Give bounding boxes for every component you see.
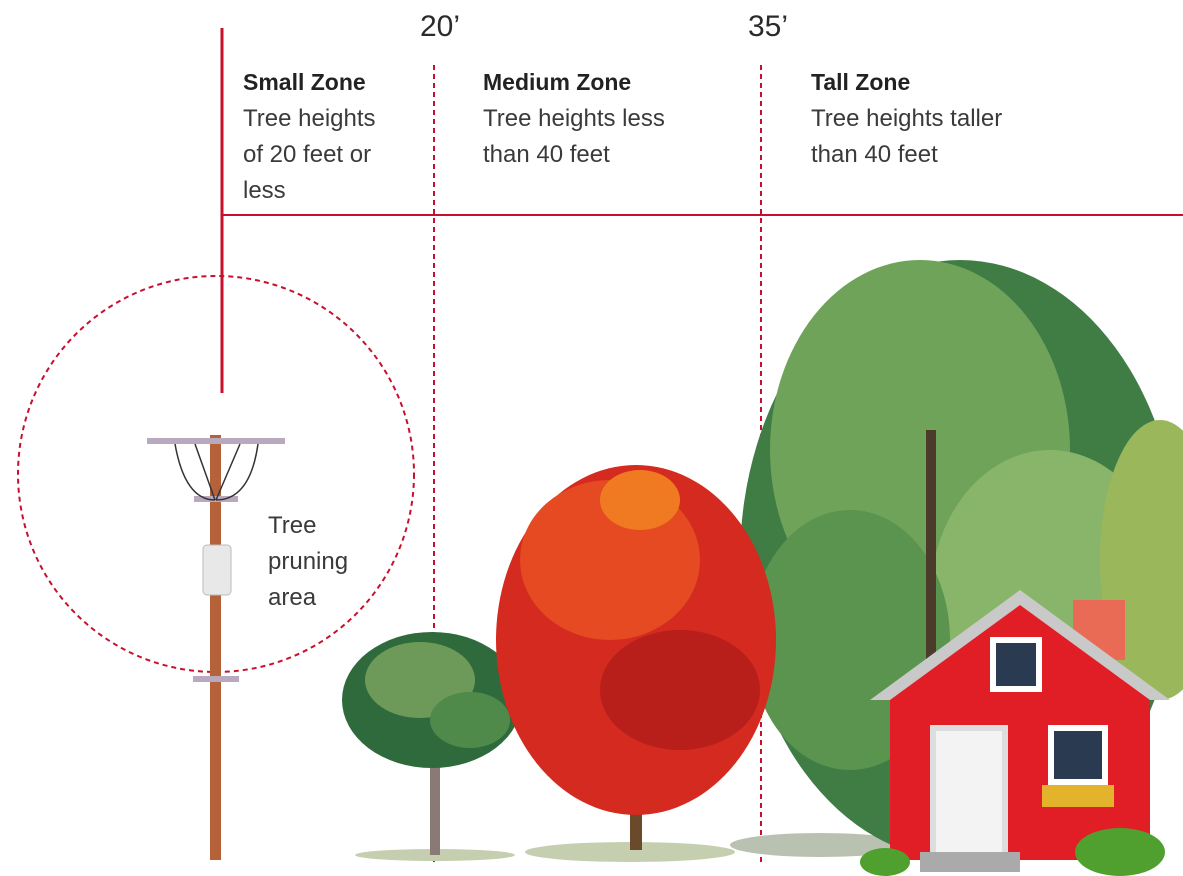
zone-description: than 40 feet — [811, 141, 938, 168]
zone-title: Medium Zone — [483, 69, 631, 95]
utility-pole — [147, 435, 285, 860]
zone-title: Small Zone — [243, 69, 366, 95]
zone-description: than 40 feet — [483, 141, 610, 168]
zone-description: of 20 feet or — [243, 141, 371, 168]
pruning-label: area — [268, 584, 317, 611]
medium-tree — [496, 465, 776, 850]
pruning-label: Tree — [268, 512, 316, 539]
diagram: 20’ 35’ Small Zone Tree heights of 20 feet o… — [0, 0, 1183, 876]
pruning-label: pruning — [268, 548, 348, 575]
zone-title: Tall Zone — [811, 69, 910, 95]
height-marker: 35’ — [748, 10, 788, 43]
zone-description: Tree heights — [243, 105, 376, 132]
small-tree — [342, 632, 522, 855]
zone-description: Tree heights less — [483, 105, 665, 132]
height-marker: 20’ — [420, 10, 460, 43]
zone-description: less — [243, 177, 286, 204]
zone-description: Tree heights taller — [811, 105, 1002, 132]
